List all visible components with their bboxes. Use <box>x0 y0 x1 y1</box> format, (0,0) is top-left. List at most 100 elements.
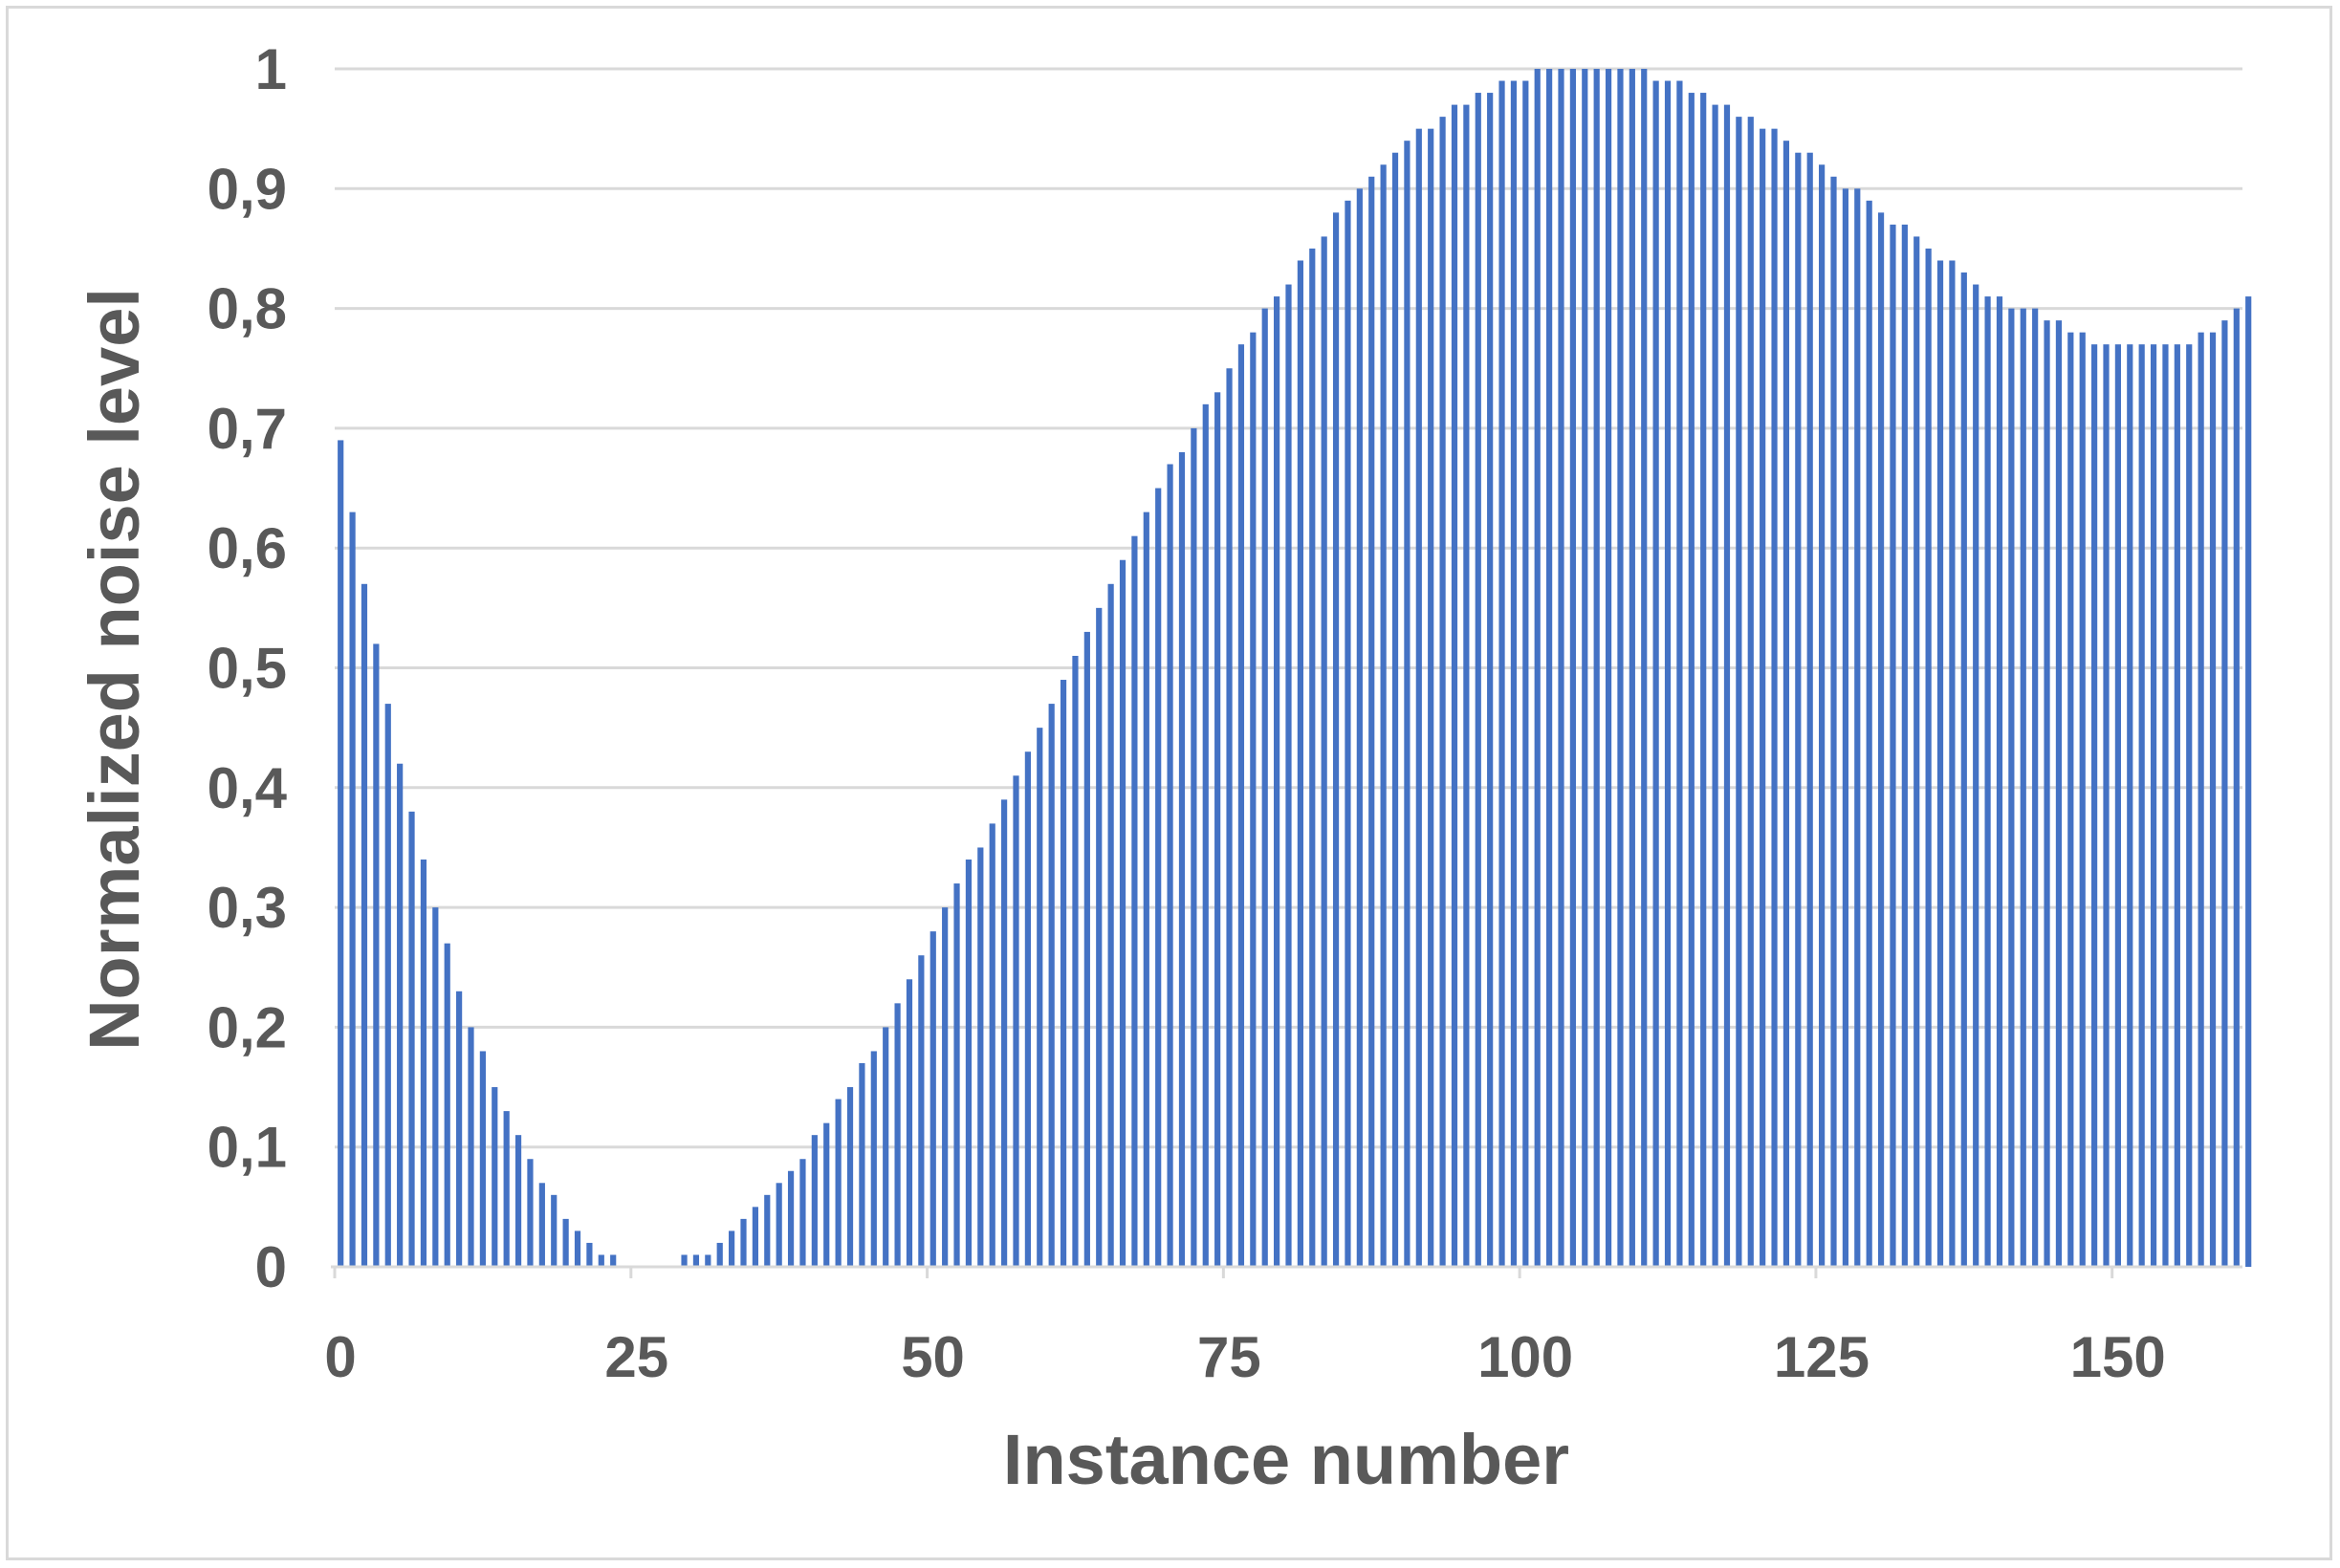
bar <box>456 991 463 1267</box>
bar <box>823 1122 830 1267</box>
bar <box>1191 427 1197 1267</box>
bar <box>2114 344 2121 1267</box>
bar <box>1072 655 1079 1267</box>
x-tick-label: 0 <box>324 1325 356 1389</box>
bar <box>846 1087 854 1267</box>
bar <box>1688 93 1695 1267</box>
bar <box>705 1254 711 1267</box>
bar <box>859 1062 865 1267</box>
bar <box>1593 69 1600 1267</box>
bar <box>1487 93 1494 1267</box>
y-tick-label: 0,1 <box>208 1116 287 1180</box>
bar <box>1664 80 1672 1267</box>
bar <box>1546 69 1553 1267</box>
bar <box>1558 69 1564 1267</box>
bar <box>965 859 973 1267</box>
bar <box>1226 368 1233 1267</box>
x-axis-tick-labels: 0 25 50 75 100 125 150 <box>324 1325 2165 1389</box>
bar <box>1167 464 1173 1267</box>
bar <box>1866 200 1872 1268</box>
bar <box>1285 284 1292 1267</box>
bar <box>1274 296 1280 1267</box>
bar <box>361 583 368 1267</box>
bar <box>2067 332 2074 1267</box>
bar <box>373 643 380 1267</box>
bar <box>2091 344 2098 1267</box>
bar <box>929 931 936 1267</box>
bar <box>953 883 960 1267</box>
x-tick-label: 100 <box>1477 1325 1573 1389</box>
bar <box>1877 212 1885 1268</box>
bar <box>1013 775 1019 1267</box>
bar <box>2008 308 2015 1268</box>
bar <box>1261 308 1268 1268</box>
bar <box>1178 451 1186 1268</box>
bar <box>1534 69 1541 1267</box>
bar <box>1723 104 1731 1268</box>
bar <box>1890 224 1896 1267</box>
bar <box>1510 80 1518 1267</box>
bar <box>1143 512 1149 1267</box>
bar <box>420 859 427 1267</box>
bar <box>2221 320 2228 1267</box>
bar <box>1024 751 1031 1267</box>
bar <box>479 1051 486 1267</box>
bar <box>1605 69 1612 1267</box>
bar <box>1960 272 1967 1267</box>
y-tick-label: 0,4 <box>208 756 288 820</box>
x-tick-label: 75 <box>1197 1325 1261 1389</box>
bar <box>503 1111 510 1267</box>
bar <box>444 943 450 1267</box>
bar <box>2174 344 2180 1267</box>
bar <box>1498 80 1505 1267</box>
bar <box>716 1242 723 1267</box>
bar <box>1996 296 2003 1267</box>
bar <box>1854 188 1861 1267</box>
bar <box>1037 728 1043 1267</box>
bar <box>787 1170 795 1267</box>
bar <box>835 1099 842 1267</box>
bar <box>492 1087 498 1267</box>
bar <box>1830 176 1837 1267</box>
bar <box>1641 69 1648 1267</box>
y-tick-label: 0 <box>255 1235 287 1299</box>
x-tick-label: 125 <box>1774 1325 1870 1389</box>
bar <box>1309 248 1316 1268</box>
bar <box>740 1218 747 1267</box>
bar <box>2233 308 2240 1268</box>
bar <box>2079 332 2086 1267</box>
bar <box>432 907 439 1267</box>
bar <box>1676 80 1683 1267</box>
bar <box>1782 141 1790 1268</box>
bar <box>1712 104 1718 1268</box>
bar <box>1760 128 1766 1267</box>
bar <box>2020 308 2026 1268</box>
bar <box>1984 296 1991 1267</box>
gridlines <box>335 67 2242 1149</box>
bar <box>586 1242 593 1267</box>
bar <box>1048 704 1055 1267</box>
bar <box>799 1159 806 1267</box>
y-tick-label: 1 <box>255 37 287 101</box>
bar <box>1747 117 1754 1268</box>
bar <box>2127 344 2133 1267</box>
bar <box>598 1254 604 1267</box>
bar <box>811 1135 818 1267</box>
bar <box>1368 176 1375 1267</box>
bar <box>551 1194 558 1267</box>
bar <box>894 1003 901 1267</box>
bar <box>1083 631 1090 1267</box>
bar <box>1415 128 1422 1267</box>
bar <box>2138 344 2145 1267</box>
bar <box>989 823 995 1267</box>
bar <box>1001 799 1008 1267</box>
bars <box>338 69 2252 1268</box>
bar <box>977 847 984 1267</box>
bar <box>918 955 925 1267</box>
bar <box>870 1051 877 1267</box>
x-tick-label: 150 <box>2070 1325 2166 1389</box>
bar <box>468 1027 474 1267</box>
bar <box>692 1254 700 1267</box>
bar <box>2032 308 2039 1268</box>
